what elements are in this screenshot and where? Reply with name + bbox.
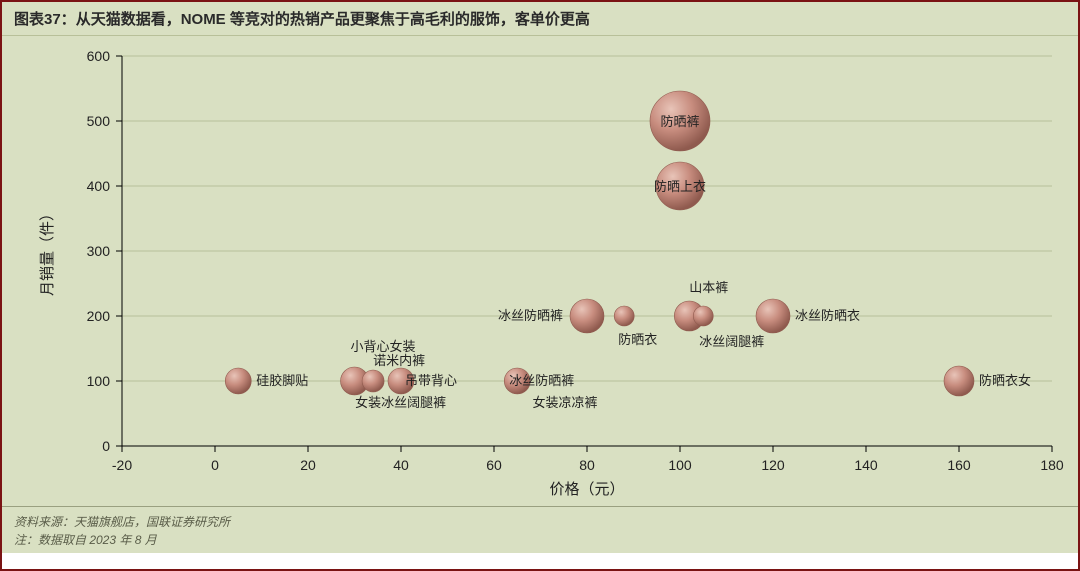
figure-title-text: 从天猫数据看，NOME 等竞对的热销产品更聚焦于高毛利的服饰，客单价更高 (76, 11, 590, 28)
svg-text:40: 40 (393, 457, 409, 473)
svg-text:价格（元）: 价格（元） (549, 481, 624, 498)
svg-text:100: 100 (668, 457, 692, 473)
bubble (362, 370, 384, 392)
bubble (570, 299, 604, 333)
svg-text:60: 60 (486, 457, 502, 473)
svg-text:300: 300 (87, 243, 111, 259)
bubble (225, 368, 251, 394)
bubble (693, 306, 713, 326)
bubble-label: 吊带背心 (405, 373, 457, 388)
svg-text:月销量（件）: 月销量（件） (39, 206, 56, 296)
bubble-label: 小背心女装 (351, 339, 416, 354)
bubble-chart-svg: 0100200300400500600-20020406080100120140… (2, 36, 1080, 506)
figure-title-bar: 图表37：从天猫数据看，NOME 等竞对的热销产品更聚焦于高毛利的服饰，客单价更… (2, 2, 1078, 36)
bubble-label: 冰丝防晒裤 (509, 373, 574, 388)
svg-text:160: 160 (947, 457, 971, 473)
bubble-label: 防晒上衣 (654, 179, 706, 194)
bubble-label: 诺米内裤 (373, 353, 425, 368)
svg-text:400: 400 (87, 178, 111, 194)
bubble-label: 山本裤 (689, 280, 728, 295)
svg-text:0: 0 (102, 438, 110, 454)
svg-text:200: 200 (87, 308, 111, 324)
bubble-label: 冰丝防晒裤 (498, 308, 563, 323)
svg-text:140: 140 (854, 457, 878, 473)
svg-text:600: 600 (87, 48, 111, 64)
svg-text:0: 0 (211, 457, 219, 473)
footer-note: 注：数据取自 2023 年 8 月 (14, 531, 1066, 549)
chart-area: 0100200300400500600-20020406080100120140… (2, 36, 1078, 506)
svg-text:500: 500 (87, 113, 111, 129)
report-figure-frame: 图表37：从天猫数据看，NOME 等竞对的热销产品更聚焦于高毛利的服饰，客单价更… (0, 0, 1080, 571)
bubble-label: 防晒衣女 (979, 373, 1031, 388)
figure-number: 图表37： (14, 11, 76, 28)
footer-source: 资料来源：天猫旗舰店，国联证券研究所 (14, 513, 1066, 531)
svg-text:-20: -20 (112, 457, 132, 473)
bubble (944, 366, 974, 396)
svg-text:100: 100 (87, 373, 111, 389)
bubble-label: 女装凉凉裤 (533, 395, 598, 410)
bubble-label: 冰丝阔腿裤 (699, 334, 764, 349)
svg-text:20: 20 (300, 457, 316, 473)
figure-footer: 资料来源：天猫旗舰店，国联证券研究所 注：数据取自 2023 年 8 月 (2, 506, 1078, 553)
svg-text:180: 180 (1040, 457, 1064, 473)
bubble-label: 防晒裤 (660, 114, 699, 129)
bubble-label: 硅胶脚贴 (256, 373, 308, 388)
bubble-label: 冰丝防晒衣 (795, 308, 860, 323)
bubble (756, 299, 790, 333)
bubble-label: 女装冰丝阔腿裤 (355, 395, 446, 410)
bubble-label: 防晒衣 (618, 332, 657, 347)
bubble (614, 306, 634, 326)
svg-text:120: 120 (761, 457, 785, 473)
svg-text:80: 80 (579, 457, 595, 473)
